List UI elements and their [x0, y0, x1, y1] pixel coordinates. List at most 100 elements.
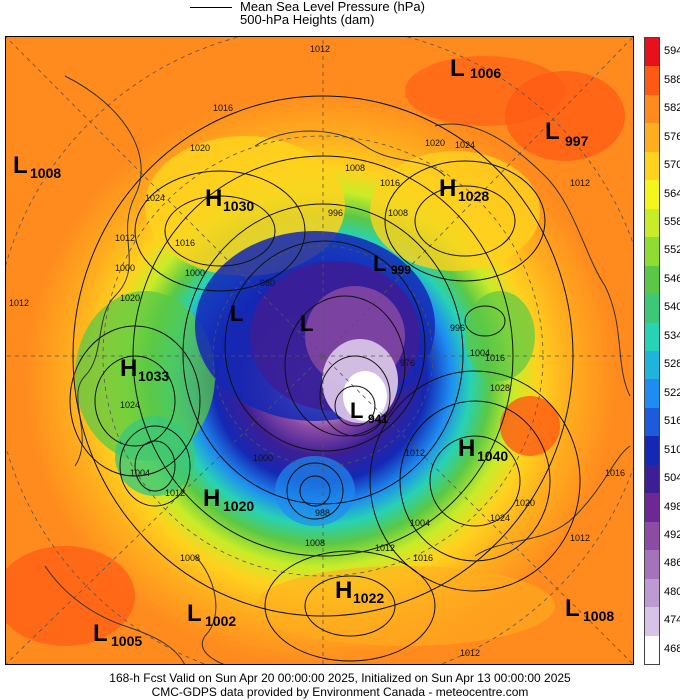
- colorbar-segment: [645, 351, 659, 380]
- colorbar-label: 540: [664, 301, 680, 314]
- isobar-legend-line: [190, 7, 232, 8]
- isobar-label: 1012: [9, 298, 29, 308]
- isobar-labels: 1012 1016 1020 1020 1024 1024 1012 1016 …: [9, 44, 625, 658]
- colorbar-segment: [645, 578, 659, 608]
- height-trough-patch: [75, 291, 215, 461]
- low-center-value: 1008: [583, 608, 614, 624]
- colorbar-segment: [645, 407, 659, 437]
- low-center-marker: L: [350, 398, 363, 423]
- colorbar-segment: [645, 38, 659, 67]
- isobar-label: 1012: [310, 44, 330, 54]
- colorbar-segment: [645, 265, 659, 295]
- isobar-label: 1012: [115, 233, 135, 243]
- isobar-label: 1020: [120, 293, 140, 303]
- height-trough-patch: [465, 291, 535, 381]
- low-center-marker: L: [187, 600, 202, 627]
- height-colorbar: [644, 37, 660, 665]
- isobar-label: 980: [260, 278, 275, 288]
- colorbar-segment: [645, 493, 659, 523]
- isobar-label: 988: [315, 508, 330, 518]
- low-center-marker: L: [300, 311, 313, 336]
- height-ridge-patch: [5, 546, 135, 646]
- colorbar-label: 546: [664, 272, 680, 285]
- low-center-value: 941: [368, 412, 388, 426]
- isobar-label: 1024: [455, 140, 475, 150]
- legend-mslp-label: Mean Sea Level Pressure (hPa): [240, 0, 425, 14]
- low-center-marker: L: [230, 301, 243, 326]
- high-center-value: 1028: [458, 188, 489, 204]
- colorbar-label: 498: [664, 500, 680, 513]
- colorbar-segment: [645, 379, 659, 409]
- colorbar-label: 564: [664, 187, 680, 200]
- isobar-label: 976: [400, 358, 415, 368]
- colorbar-segment: [645, 294, 659, 324]
- colorbar-label: 534: [664, 329, 680, 342]
- isobar-label: 1008: [345, 163, 365, 173]
- colorbar-segment: [645, 123, 659, 153]
- colorbar-label: 576: [664, 130, 680, 143]
- low-center-value: 1002: [205, 613, 236, 629]
- high-center-marker: H: [458, 435, 475, 462]
- colorbar-segment: [645, 237, 659, 267]
- low-center-marker: L: [93, 620, 108, 647]
- isobar-label: 1008: [305, 538, 325, 548]
- isobars: [69, 95, 581, 662]
- legend-heights-label: 500-hPa Heights (dam): [240, 12, 375, 27]
- colorbar-label: 504: [664, 472, 680, 485]
- isobar-label: 1020: [425, 138, 445, 148]
- low-center-value: 1008: [30, 165, 61, 181]
- coastlines: [44, 75, 631, 665]
- high-center-value: 1040: [477, 448, 508, 464]
- isobar-label: 1000: [253, 453, 273, 463]
- colorbar-segment: [645, 180, 659, 210]
- low-center-value: 1006: [470, 65, 501, 81]
- colorbar-segment: [645, 464, 659, 494]
- map-legend: Mean Sea Level Pressure (hPa) 500-hPa He…: [0, 0, 680, 36]
- colorbar-label: 492: [664, 528, 680, 541]
- colorbar-segment: [645, 151, 659, 181]
- isobar-label: 996: [450, 323, 465, 333]
- colorbar-segment: [645, 322, 659, 352]
- colorbar-segment: [645, 521, 659, 551]
- colorbar-segment: [645, 635, 659, 665]
- low-center-value: 999: [391, 263, 411, 277]
- colorbar-label: 486: [664, 557, 680, 570]
- colorbar-label: 594: [664, 45, 680, 58]
- forecast-map: 1012 1016 1020 1020 1024 1024 1012 1016 …: [5, 36, 634, 665]
- isobar-label: 1024: [120, 400, 140, 410]
- high-center-value: 1030: [223, 198, 254, 214]
- isobar-label: 1012: [570, 533, 590, 543]
- height-low-patch: [275, 456, 355, 526]
- isobar-label: 1016: [213, 103, 233, 113]
- high-center-marker: H: [335, 577, 352, 604]
- isobar-label: 1012: [165, 488, 185, 498]
- high-center-marker: H: [203, 485, 220, 512]
- isobar-label: 1012: [405, 448, 425, 458]
- colorbar-label: 474: [664, 614, 680, 627]
- map-frame: [5, 36, 634, 665]
- isobar-label: 1016: [380, 178, 400, 188]
- isobar-label: 1004: [130, 468, 150, 478]
- height-patch: [255, 566, 555, 646]
- isobar-label: 1016: [175, 238, 195, 248]
- colorbar-label: 516: [664, 415, 680, 428]
- high-center-value: 1033: [138, 368, 169, 384]
- colorbar-segment: [645, 607, 659, 637]
- high-center-marker: H: [120, 355, 137, 382]
- low-center-value: 1005: [111, 633, 142, 649]
- isobar-label: 1020: [515, 498, 535, 508]
- colorbar-label: 552: [664, 244, 680, 257]
- low-center-marker: L: [565, 595, 580, 622]
- isobar-label: 1008: [180, 553, 200, 563]
- isobar-label: 1012: [460, 648, 480, 658]
- high-center-value: 1022: [353, 590, 384, 606]
- isobar-label: 1004: [410, 518, 430, 528]
- map-canvas: 1012 1016 1020 1020 1024 1024 1012 1016 …: [5, 36, 634, 665]
- colorbar-label: 570: [664, 159, 680, 172]
- isobar-label: 1000: [185, 268, 205, 278]
- isobar-label: 1020: [190, 143, 210, 153]
- forecast-valid-caption: 168-h Fcst Valid on Sun Apr 20 00:00:00 …: [109, 671, 571, 685]
- isobar-label: 1008: [388, 208, 408, 218]
- isobar-label: 1024: [145, 193, 165, 203]
- low-center-marker: L: [13, 152, 28, 179]
